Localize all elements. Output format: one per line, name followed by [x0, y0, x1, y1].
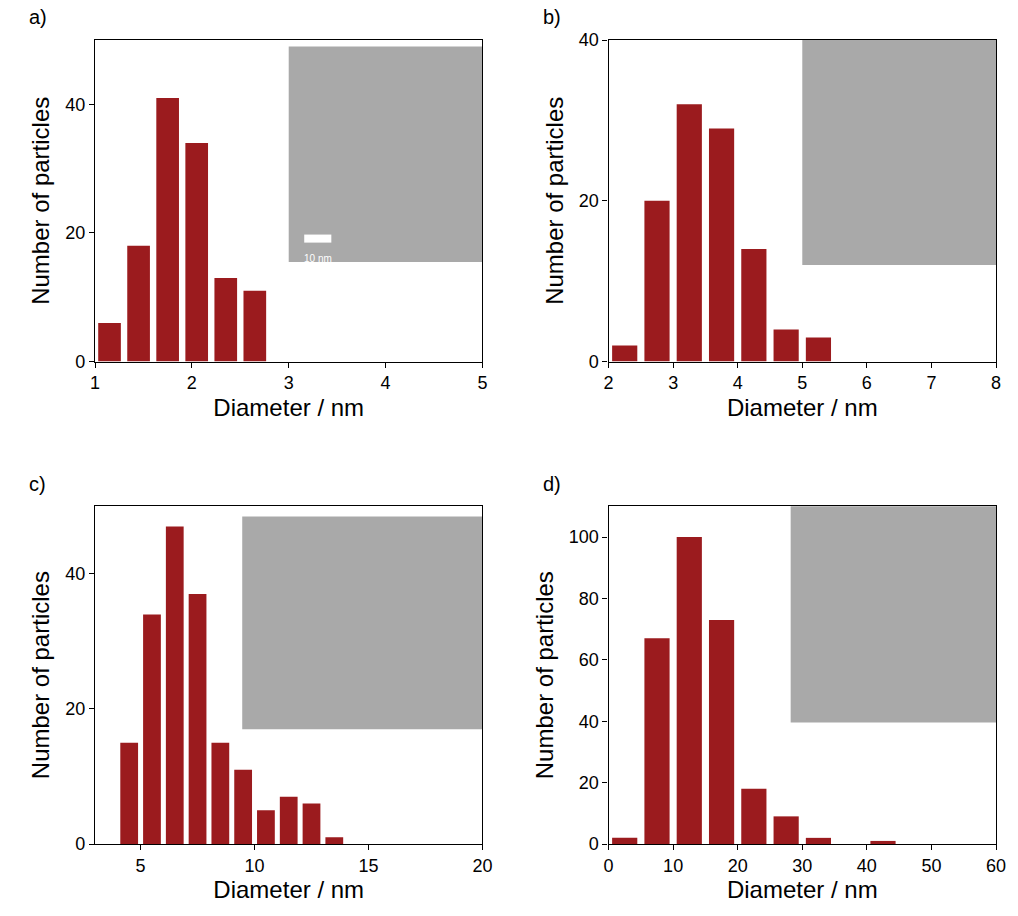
svg-text:Number of particles: Number of particles: [541, 97, 568, 305]
svg-text:7: 7: [926, 373, 936, 393]
svg-text:4: 4: [733, 373, 743, 393]
svg-text:2: 2: [187, 373, 197, 393]
svg-text:Number of particles: Number of particles: [531, 571, 558, 779]
svg-text:10 nm: 10 nm: [304, 253, 332, 264]
svg-text:0: 0: [589, 352, 599, 372]
svg-text:Diameter / nm: Diameter / nm: [727, 394, 878, 421]
svg-text:50: 50: [921, 856, 941, 876]
svg-text:5: 5: [477, 373, 487, 393]
svg-text:Diameter / nm: Diameter / nm: [727, 876, 878, 903]
svg-text:10: 10: [663, 856, 683, 876]
svg-text:40: 40: [857, 856, 877, 876]
svg-text:15: 15: [358, 856, 378, 876]
svg-text:40: 40: [65, 564, 85, 584]
svg-text:1: 1: [90, 373, 100, 393]
svg-text:10: 10: [245, 856, 265, 876]
svg-text:Number of particles: Number of particles: [27, 97, 54, 305]
svg-text:30: 30: [792, 856, 812, 876]
svg-text:5: 5: [797, 373, 807, 393]
svg-text:0: 0: [589, 834, 599, 854]
svg-text:8: 8: [991, 373, 1001, 393]
svg-text:20: 20: [65, 699, 85, 719]
svg-text:6: 6: [862, 373, 872, 393]
svg-text:3: 3: [668, 373, 678, 393]
svg-text:c): c): [29, 473, 46, 495]
svg-text:0: 0: [604, 856, 614, 876]
svg-text:20: 20: [65, 223, 85, 243]
svg-text:b): b): [543, 6, 561, 28]
svg-text:5: 5: [136, 856, 146, 876]
svg-text:20: 20: [579, 191, 599, 211]
svg-text:0: 0: [75, 834, 85, 854]
svg-text:60: 60: [579, 650, 599, 670]
svg-text:a): a): [29, 6, 47, 28]
svg-text:40: 40: [579, 712, 599, 732]
svg-text:4: 4: [381, 373, 391, 393]
svg-text:20: 20: [728, 856, 748, 876]
svg-text:2: 2: [604, 373, 614, 393]
svg-text:0: 0: [75, 352, 85, 372]
svg-text:40: 40: [579, 30, 599, 50]
svg-text:40: 40: [65, 95, 85, 115]
svg-text:Number of particles: Number of particles: [27, 571, 54, 779]
svg-text:20: 20: [472, 856, 492, 876]
svg-text:80: 80: [579, 589, 599, 609]
svg-text:d): d): [543, 473, 561, 495]
svg-text:20: 20: [579, 773, 599, 793]
svg-text:3: 3: [284, 373, 294, 393]
svg-text:100: 100: [569, 527, 599, 547]
svg-text:Diameter / nm: Diameter / nm: [213, 876, 364, 903]
svg-text:60: 60: [986, 856, 1006, 876]
svg-text:Diameter / nm: Diameter / nm: [213, 394, 364, 421]
